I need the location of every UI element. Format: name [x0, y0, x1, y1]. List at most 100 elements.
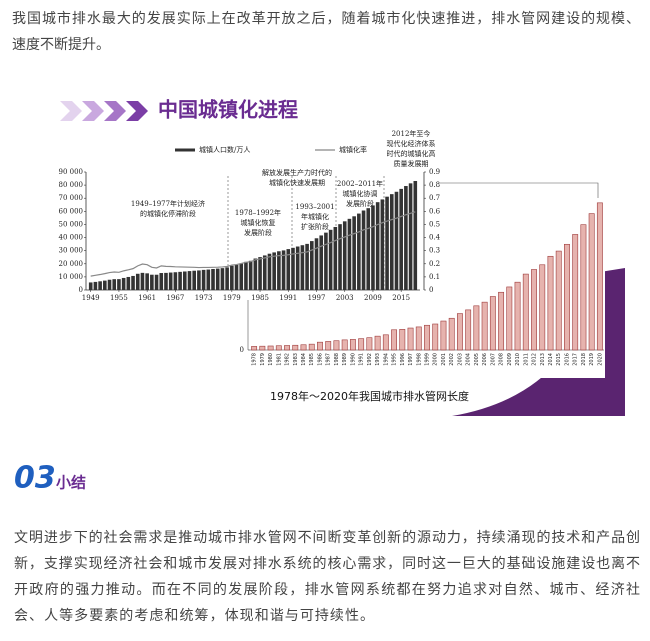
- population-bar: [262, 255, 267, 290]
- population-bar: [154, 274, 159, 290]
- population-bar: [187, 271, 192, 290]
- population-bar: [347, 218, 352, 290]
- x-tick-label: 1955: [110, 294, 128, 302]
- x-tick-label: 1984: [301, 353, 307, 366]
- population-bar: [220, 268, 225, 290]
- population-bar: [131, 275, 135, 290]
- pipe-bar: [391, 329, 398, 351]
- pipe-bar: [424, 324, 430, 351]
- pipe-bar: [564, 243, 570, 351]
- x-tick-label: 1982: [285, 353, 291, 366]
- pipe-bar: [572, 234, 579, 351]
- x-tick-label: 2008: [499, 353, 505, 366]
- pipe-bar: [399, 329, 406, 351]
- summary-line: 开政府的强力推动。而在不同的发展阶段，排水管网系统都在努力追求对自然、城市、经济…: [14, 581, 640, 598]
- population-bar: [98, 281, 102, 290]
- pipe-bar: [267, 345, 274, 351]
- x-tick-label: 2007: [490, 353, 496, 366]
- population-bar: [342, 221, 347, 290]
- x-tick-label: 2017: [573, 353, 579, 366]
- population-bar: [164, 272, 168, 290]
- population-bar: [338, 224, 342, 290]
- x-tick-label: 1999: [425, 353, 431, 366]
- population-bar: [286, 249, 291, 290]
- pipe-bar: [440, 320, 447, 351]
- pipe-bar: [407, 327, 414, 351]
- pipe-bar: [547, 255, 554, 351]
- x-tick-label: 1988: [334, 353, 340, 366]
- annotation: 城镇化协调: [343, 189, 378, 198]
- population-bar: [375, 202, 380, 290]
- x-tick-label: 2006: [482, 353, 488, 366]
- population-bar: [310, 241, 314, 290]
- population-bar: [182, 271, 187, 290]
- population-bar: [404, 186, 408, 290]
- x-tick-label: 1961: [138, 294, 156, 302]
- x-tick-label: 1983: [293, 353, 299, 366]
- annotation: 1993–2001: [295, 203, 334, 211]
- x-tick-label: 1987: [326, 353, 332, 366]
- pipe-bar: [506, 286, 513, 351]
- population-bar: [300, 245, 305, 290]
- x-tick-label: 2003: [457, 353, 463, 366]
- annotation: 扩张阶段: [301, 222, 329, 231]
- annotation: 1949–1977年计划经济: [131, 199, 205, 208]
- annotation: 1978–1992年: [235, 208, 281, 217]
- x-tick-label: 1997: [408, 353, 414, 366]
- y-tick-label: 20 000: [59, 260, 84, 268]
- population-bar: [399, 188, 403, 290]
- legend-label: 城镇化率: [339, 145, 367, 154]
- chevrons: [60, 101, 148, 121]
- chart-caption: 1978年～2020年我国城市排水管网长度: [270, 389, 469, 403]
- population-bar: [408, 183, 413, 290]
- annotation: 现代化经济体系: [387, 139, 436, 148]
- y2-tick-label: 0.8: [429, 181, 440, 189]
- pipe-bar: [481, 301, 488, 351]
- pipe-bar: [325, 341, 332, 351]
- population-bar: [173, 272, 178, 290]
- population-bar: [168, 272, 173, 290]
- y2-tick-label: 0.9: [429, 168, 440, 176]
- x-tick-label: 1985: [251, 294, 269, 302]
- x-tick-label: 1986: [317, 353, 323, 366]
- population-bar: [150, 274, 154, 290]
- x-tick-label: 1979: [260, 353, 266, 366]
- population-bar: [248, 260, 253, 290]
- annotation: 城镇化恢复: [241, 218, 276, 227]
- x-tick-label: 1979: [223, 294, 241, 302]
- pipe-bar: [588, 213, 595, 351]
- pipe-bar: [292, 344, 299, 351]
- population-bar: [324, 232, 328, 290]
- pipe-bar: [448, 317, 455, 351]
- intro-line: 速度不断提升。: [12, 37, 110, 53]
- pipe-bar: [432, 323, 439, 351]
- population-bar: [178, 271, 182, 290]
- annotation: 时代的城镇化高: [387, 149, 436, 158]
- pipe-bar: [366, 337, 373, 351]
- population-bar: [145, 273, 149, 290]
- y-tick-label: 40 000: [59, 234, 84, 242]
- x-tick-label: 1992: [367, 353, 373, 366]
- population-bar: [234, 264, 239, 290]
- x-tick-label: 2010: [515, 353, 521, 366]
- pipe-bar: [456, 313, 463, 351]
- population-bar: [357, 213, 361, 290]
- y2-tick-label: 0.4: [429, 234, 441, 242]
- x-tick-label: 1989: [342, 353, 348, 366]
- x-tick-label: 2015: [392, 294, 410, 302]
- y-tick-label: 50 000: [59, 220, 84, 228]
- pipe-bar: [382, 334, 389, 351]
- x-tick-label: 2020: [597, 353, 603, 366]
- pipe-bar: [317, 341, 323, 351]
- section-title: 中国城镇化进程: [158, 98, 298, 122]
- population-bar: [361, 210, 366, 290]
- population-bar: [197, 270, 201, 290]
- x-tick-label: 1994: [383, 353, 389, 366]
- x-tick-label: 2009: [364, 294, 382, 302]
- population-bar: [394, 191, 399, 290]
- x-tick-label: 1949: [82, 294, 100, 302]
- chart-urbanization: 0 10 000 20 000 30 000 40 000 50 000 60 000 70 …: [59, 129, 441, 302]
- x-tick-label: 2003: [336, 294, 354, 302]
- population-bar: [328, 229, 333, 290]
